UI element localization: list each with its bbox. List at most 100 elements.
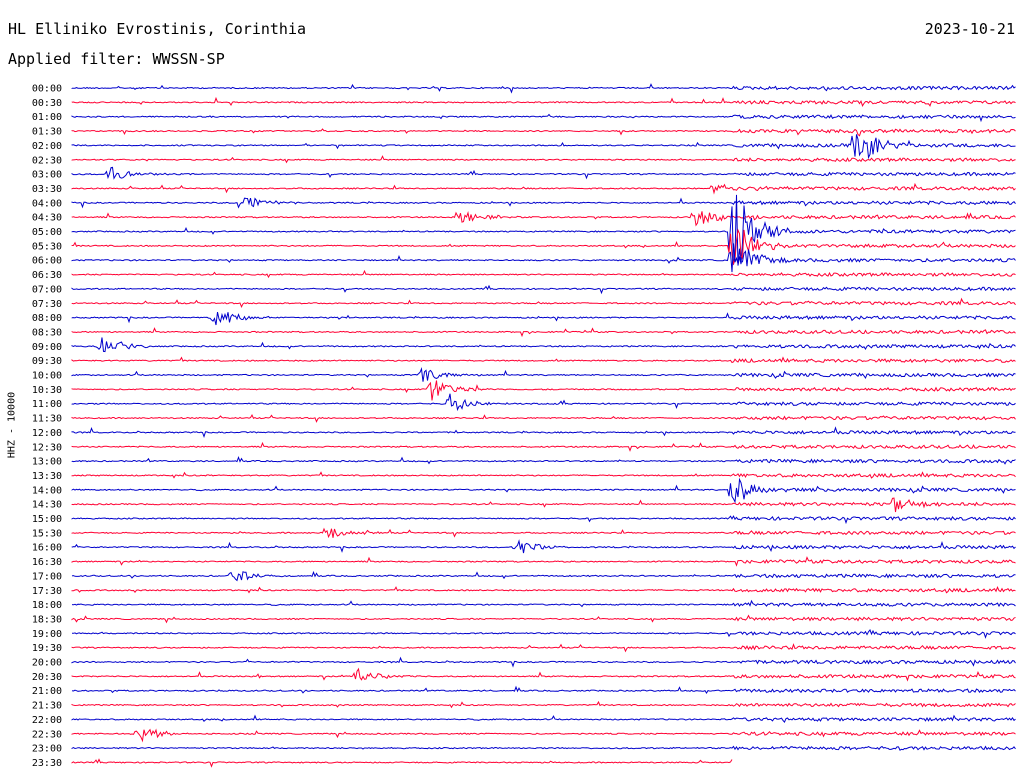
- trace-row-2330: [71, 758, 733, 768]
- trace-row-1630: [71, 556, 1016, 567]
- row-label-1030: 10:30: [32, 385, 62, 396]
- trace-row-0000: [71, 83, 1016, 94]
- row-label-1100: 11:00: [32, 399, 62, 410]
- trace-row-2300: [71, 745, 1016, 751]
- row-label-0030: 00:30: [32, 98, 62, 109]
- row-label-2300: 23:00: [32, 744, 62, 755]
- row-label-1230: 12:30: [32, 442, 62, 453]
- row-label-2230: 22:30: [32, 729, 62, 740]
- row-label-0530: 05:30: [32, 241, 62, 252]
- trace-row-0030: [71, 96, 1016, 107]
- trace-row-0230: [71, 155, 1016, 164]
- row-label-1630: 16:30: [32, 557, 62, 568]
- row-label-0200: 02:00: [32, 141, 62, 152]
- row-label-1700: 17:00: [32, 571, 62, 582]
- row-label-2100: 21:00: [32, 686, 62, 697]
- row-label-2030: 20:30: [32, 672, 62, 683]
- trace-row-0600: [71, 243, 1016, 273]
- row-label-2000: 20:00: [32, 658, 62, 669]
- trace-row-1600: [71, 539, 1016, 554]
- trace-row-0630: [71, 269, 1016, 279]
- trace-row-1530: [71, 527, 1016, 539]
- row-label-0900: 09:00: [32, 342, 62, 353]
- trace-row-2130: [71, 700, 1016, 709]
- trace-row-2000: [71, 656, 1016, 668]
- row-label-1130: 11:30: [32, 414, 62, 425]
- row-label-2200: 22:00: [32, 715, 62, 726]
- trace-row-1200: [71, 426, 1016, 439]
- trace-row-2230: [71, 728, 1016, 743]
- row-label-0300: 03:00: [32, 170, 62, 181]
- trace-row-0800: [71, 311, 1016, 326]
- trace-row-1400: [71, 477, 1016, 504]
- row-label-1200: 12:00: [32, 428, 62, 439]
- row-label-0500: 05:00: [32, 227, 62, 238]
- row-label-0830: 08:30: [32, 327, 62, 338]
- row-label-1430: 14:30: [32, 500, 62, 511]
- trace-row-1330: [71, 471, 1016, 479]
- row-label-0400: 04:00: [32, 198, 62, 209]
- trace-row-0830: [71, 327, 1016, 338]
- row-label-0230: 02:30: [32, 155, 62, 166]
- row-label-1530: 15:30: [32, 528, 62, 539]
- trace-row-1730: [71, 586, 1016, 594]
- trace-row-1500: [71, 515, 1016, 525]
- row-label-1930: 19:30: [32, 643, 62, 654]
- trace-row-0500: [71, 194, 1016, 266]
- row-label-2330: 23:30: [32, 758, 62, 769]
- row-label-1830: 18:30: [32, 614, 62, 625]
- row-label-1600: 16:00: [32, 543, 62, 554]
- trace-row-1700: [71, 570, 1016, 582]
- row-label-1300: 13:00: [32, 457, 62, 468]
- row-label-0930: 09:30: [32, 356, 62, 367]
- trace-row-1130: [71, 414, 1016, 423]
- trace-row-1800: [71, 599, 1016, 608]
- row-label-1500: 15:00: [32, 514, 62, 525]
- row-label-1900: 19:00: [32, 629, 62, 640]
- trace-row-1830: [71, 614, 1016, 624]
- row-label-1400: 14:00: [32, 485, 62, 496]
- trace-row-0730: [71, 297, 1016, 309]
- row-label-0330: 03:30: [32, 184, 62, 195]
- trace-row-0530: [71, 228, 1016, 266]
- row-label-1330: 13:30: [32, 471, 62, 482]
- row-label-1730: 17:30: [32, 586, 62, 597]
- trace-row-1430: [71, 497, 1016, 513]
- station-title: HL Elliniko Evrostinis, Corinthia: [8, 20, 307, 38]
- record-date: 2023-10-21: [924, 20, 1015, 38]
- trace-row-0700: [71, 284, 1016, 295]
- row-label-0430: 04:30: [32, 213, 62, 224]
- row-label-0000: 00:00: [32, 84, 62, 95]
- trace-row-0330: [71, 182, 1016, 195]
- row-label-0130: 01:30: [32, 127, 62, 138]
- trace-row-1300: [71, 456, 1016, 465]
- trace-row-1900: [72, 629, 1016, 639]
- trace-row-1000: [71, 367, 1016, 382]
- trace-row-1230: [71, 441, 1016, 452]
- row-label-0100: 01:00: [32, 112, 62, 123]
- trace-row-0400: [71, 197, 1016, 209]
- trace-row-0930: [71, 356, 1016, 364]
- trace-row-0200: [71, 134, 1016, 160]
- row-label-1800: 18:00: [32, 600, 62, 611]
- seismic-traces: [71, 83, 1016, 768]
- trace-row-2100: [71, 685, 1016, 694]
- trace-row-1930: [71, 643, 1016, 653]
- row-label-0630: 06:30: [32, 270, 62, 281]
- row-label-0600: 06:00: [32, 256, 62, 267]
- time-tick-labels: 00:00 00:30 01:00 01:30 02:00 02:30 03:00 03:30…: [32, 84, 62, 769]
- trace-row-1100: [71, 393, 1016, 412]
- trace-row-0430: [71, 211, 1016, 227]
- trace-row-2200: [71, 714, 1016, 724]
- row-label-0800: 08:00: [32, 313, 62, 324]
- trace-row-0130: [71, 128, 1016, 137]
- trace-row-2030: [71, 667, 1016, 682]
- trace-row-0100: [71, 113, 1016, 123]
- trace-row-0300: [71, 166, 1016, 180]
- row-label-0730: 07:30: [32, 299, 62, 310]
- row-label-1000: 10:00: [32, 371, 62, 382]
- row-label-0700: 07:00: [32, 284, 62, 295]
- trace-row-1030: [71, 380, 1016, 401]
- filter-label: Applied filter: WWSSN-SP: [8, 50, 225, 68]
